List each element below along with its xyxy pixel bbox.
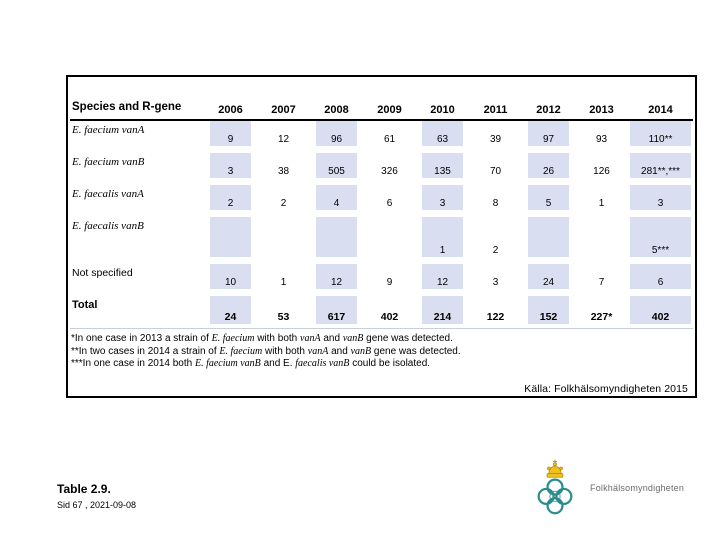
value-cell: 110** <box>628 120 693 153</box>
row-label: E. faecium vanA <box>70 120 204 153</box>
year-header: 2008 <box>310 101 363 121</box>
year-header: 2006 <box>204 101 257 121</box>
year-header: 2009 <box>363 101 416 121</box>
value-cell: 1 <box>575 183 628 217</box>
page-info: Sid 67 , 2021-09-08 <box>57 500 137 510</box>
value-cell: 24 <box>522 262 575 296</box>
value-cell: 9 <box>204 120 257 153</box>
slide-footer: Table 2.9. Sid 67 , 2021-09-08 <box>57 482 136 510</box>
value-cell: 9 <box>363 262 416 296</box>
vre-cases-table: Species and R-gene 2006 2007 2008 2009 2010 2… <box>70 101 693 329</box>
value-cell: 8 <box>469 183 522 217</box>
value-cell: 97 <box>522 120 575 153</box>
value-cell: 70 <box>469 151 522 185</box>
footnote: ***In one case in 2014 both E. faecium v… <box>71 358 431 369</box>
table-number-label: Table 2.9. <box>57 482 111 496</box>
value-cell: 3 <box>469 262 522 296</box>
row-label: E. faecalis vanA <box>70 183 204 217</box>
value-cell: 4 <box>310 183 363 217</box>
value-cell: 63 <box>416 120 469 153</box>
row-label: E. faecium vanB <box>70 151 204 185</box>
row-label: E. faecalis vanB <box>70 215 204 264</box>
value-cell: 3 <box>204 151 257 185</box>
value-cell <box>204 215 257 264</box>
value-cell: 1 <box>416 215 469 264</box>
row-label: Total <box>70 294 204 329</box>
value-cell: 3 <box>628 183 693 217</box>
value-cell: 281**,*** <box>628 151 693 185</box>
value-cell: 326 <box>363 151 416 185</box>
year-header: 2013 <box>575 101 628 121</box>
table-row: Total 24 53 617 402 214 122 152 227* 402 <box>70 294 693 329</box>
value-cell: 6 <box>628 262 693 296</box>
value-cell: 39 <box>469 120 522 153</box>
value-cell: 402 <box>628 294 693 329</box>
value-cell: 6 <box>363 183 416 217</box>
value-cell: 26 <box>522 151 575 185</box>
footnotes: *In one case in 2013 a strain of E. faec… <box>71 333 461 371</box>
value-cell: 53 <box>257 294 310 329</box>
value-cell <box>257 215 310 264</box>
table-row: E. faecalis vanA 2 2 4 6 3 8 5 1 3 <box>70 183 693 217</box>
value-cell: 5 <box>522 183 575 217</box>
value-cell <box>575 215 628 264</box>
value-cell <box>522 215 575 264</box>
footnote: **In two cases in 2014 a strain of E. fa… <box>71 345 461 357</box>
value-cell: 152 <box>522 294 575 329</box>
table-row: E. faecalis vanB 1 2 5*** <box>70 215 693 264</box>
value-cell: 3 <box>416 183 469 217</box>
value-cell: 122 <box>469 294 522 329</box>
value-cell: 135 <box>416 151 469 185</box>
year-header: 2014 <box>628 101 693 121</box>
value-cell: 12 <box>257 120 310 153</box>
value-cell: 61 <box>363 120 416 153</box>
year-header: 2012 <box>522 101 575 121</box>
value-cell: 227* <box>575 294 628 329</box>
value-cell: 7 <box>575 262 628 296</box>
year-header: 2010 <box>416 101 469 121</box>
table-row: Not specified 10 1 12 9 12 3 24 7 6 <box>70 262 693 296</box>
value-cell: 214 <box>416 294 469 329</box>
value-cell: 5*** <box>628 215 693 264</box>
value-cell: 2 <box>257 183 310 217</box>
year-header: 2011 <box>469 101 522 121</box>
value-cell <box>310 215 363 264</box>
table-container: Species and R-gene 2006 2007 2008 2009 2010 2… <box>66 75 697 398</box>
crown-knot-emblem-icon <box>537 459 573 515</box>
year-header: 2007 <box>257 101 310 121</box>
value-cell: 24 <box>204 294 257 329</box>
value-cell: 2 <box>204 183 257 217</box>
value-cell: 12 <box>416 262 469 296</box>
value-cell: 2 <box>469 215 522 264</box>
table-row: E. faecium vanB 3 38 505 326 135 70 26 126 281**,… <box>70 151 693 185</box>
folkhalsomyndigheten-logo: Folkhälsomyndigheten <box>527 457 684 519</box>
value-cell: 126 <box>575 151 628 185</box>
table-header-label: Species and R-gene <box>70 101 204 121</box>
value-cell: 93 <box>575 120 628 153</box>
logo-wordmark: Folkhälsomyndigheten <box>590 483 685 493</box>
value-cell: 12 <box>310 262 363 296</box>
row-label: Not specified <box>70 262 204 296</box>
footnote: *In one case in 2013 a strain of E. faec… <box>71 333 453 344</box>
source-caption: Källa: Folkhälsomyndigheten 2015 <box>524 383 688 395</box>
value-cell: 402 <box>363 294 416 329</box>
value-cell: 96 <box>310 120 363 153</box>
value-cell: 505 <box>310 151 363 185</box>
value-cell <box>363 215 416 264</box>
header-row: Species and R-gene 2006 2007 2008 2009 2010 2… <box>70 101 693 121</box>
value-cell: 617 <box>310 294 363 329</box>
value-cell: 10 <box>204 262 257 296</box>
value-cell: 38 <box>257 151 310 185</box>
value-cell: 1 <box>257 262 310 296</box>
table-row: E. faecium vanA 9 12 96 61 63 39 97 93 110** <box>70 120 693 153</box>
